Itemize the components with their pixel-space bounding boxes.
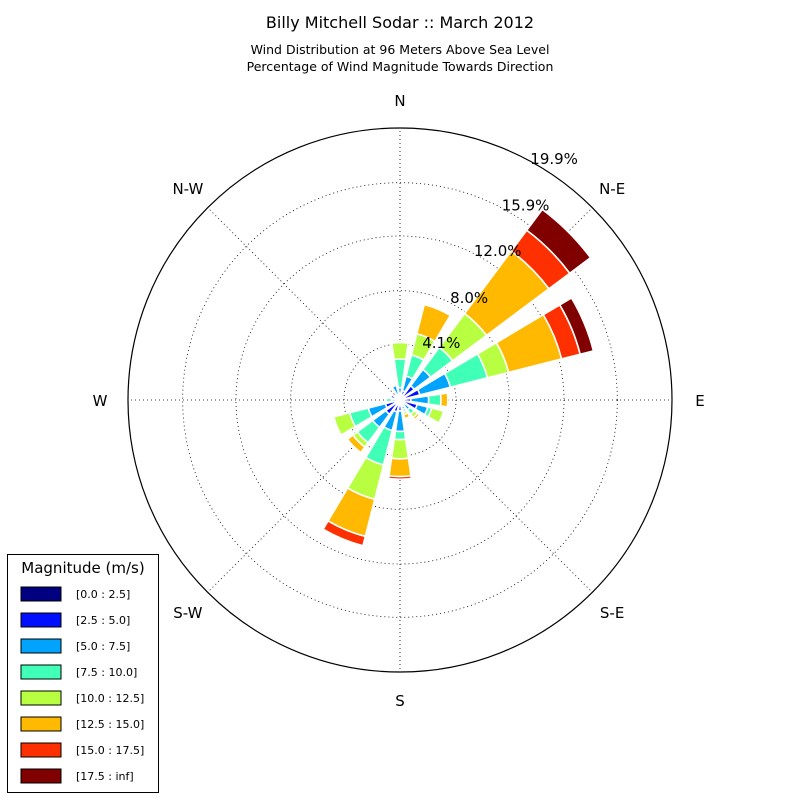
direction-label-e: E (695, 392, 704, 410)
direction-label-n: N (394, 92, 405, 110)
radial-tick-label: 12.0% (474, 242, 522, 260)
legend-label: [17.5 : inf] (76, 770, 134, 783)
legend: Magnitude (m/s) [0.0 : 2.5] [2.5 : 5.0] [5… (7, 554, 159, 793)
grid-spoke-3 (399, 399, 593, 593)
legend-label: [15.0 : 17.5] (76, 744, 144, 757)
direction-labels: N N-E E S-E S S-W W N-W (93, 92, 705, 710)
radial-tick-labels: 4.1% 8.0% 12.0% 15.9% 19.9% (422, 150, 578, 352)
grid-spoke-5 (207, 399, 401, 593)
grid-spoke-7 (207, 207, 401, 401)
grid-ring-2 (290, 290, 510, 510)
wind-bar-sector-4-bin-5 (439, 392, 449, 408)
legend-items: [0.0 : 2.5] [2.5 : 5.0] [5.0 : 7.5] [7.5 : … (20, 586, 144, 784)
wind-bar-sector-11-bin-4 (332, 411, 357, 437)
wind-bars (322, 208, 595, 547)
wind-bar-sector-12-bin-3 (385, 397, 393, 403)
legend-label: [10.0 : 12.5] (76, 692, 144, 705)
legend-swatch (20, 742, 62, 758)
legend-swatch (20, 768, 62, 784)
legend-label: [12.5 : 15.0] (76, 718, 144, 731)
wind-bar-sector-8-bin-3 (393, 430, 407, 441)
wind-bar-sector-5-bin-7 (438, 410, 448, 426)
legend-title: Magnitude (m/s) (21, 559, 144, 577)
wind-bar-sector-10-bin-5 (346, 434, 366, 454)
legend-swatch (20, 638, 62, 654)
legend-label: [0.0 : 2.5] (76, 588, 130, 601)
direction-label-s: S (395, 692, 405, 710)
legend-label: [2.5 : 5.0] (76, 614, 130, 627)
wind-bar-sector-8-bin-6 (387, 474, 413, 481)
wind-bar-sector-6-bin-7 (414, 414, 424, 424)
wind-bar-sector-7-bin-5 (402, 411, 411, 420)
wind-bar-sector-15-bin-2 (391, 384, 400, 397)
wind-bar-sector-1-bin-5 (415, 303, 452, 343)
wind-bar-sector-8-bin-5 (388, 457, 412, 478)
direction-label-w: W (93, 392, 108, 410)
direction-label-n-w: N-W (172, 180, 203, 198)
legend-swatch (20, 690, 62, 706)
wind-bar-sector-9-bin-6 (322, 519, 367, 547)
wind-bar-sector-0-bin-4 (390, 341, 410, 361)
polar-frame (127, 127, 673, 673)
radial-tick-label: 15.9% (502, 197, 550, 215)
wind-bar-sector-2-bin-7 (525, 208, 592, 275)
chart-subtitle-line-2: Percentage of Wind Magnitude Towards Dir… (247, 59, 554, 74)
legend-label: [7.5 : 10.0] (76, 666, 137, 679)
legend-label: [5.0 : 7.5] (76, 640, 130, 653)
radial-tick-label: 4.1% (422, 334, 460, 352)
direction-label-s-e: S-E (600, 604, 624, 622)
legend-swatch (20, 612, 62, 628)
radial-tick-label: 8.0% (450, 289, 488, 307)
legend-swatch (20, 664, 62, 680)
direction-label-n-e: N-E (599, 180, 625, 198)
radial-tick-label: 19.9% (530, 150, 578, 168)
chart-subtitle-line-1: Wind Distribution at 96 Meters Above Sea… (251, 42, 550, 57)
legend-swatch (20, 716, 62, 732)
chart-title: Billy Mitchell Sodar :: March 2012 (266, 13, 534, 32)
wind-bar-sector-8-bin-4 (390, 438, 410, 460)
wind-bar-sector-3-bin-7 (558, 296, 595, 356)
grid-ring-4 (182, 182, 618, 618)
wind-bar-sector-4-bin-3 (427, 393, 442, 407)
legend-swatch (20, 586, 62, 602)
direction-label-s-w: S-W (173, 604, 202, 622)
